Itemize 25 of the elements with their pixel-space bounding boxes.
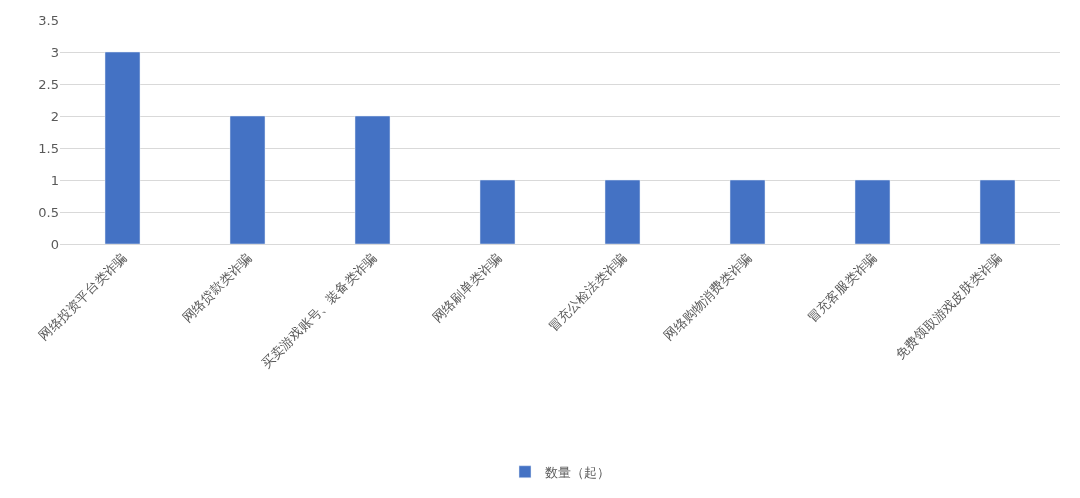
bar — [729, 179, 766, 244]
y-tick-label: 3.5 — [38, 12, 59, 28]
y-tick-label: 2 — [50, 108, 59, 124]
x-tick-label: 网络投资平台类诈骗 — [35, 250, 130, 344]
y-tick-label: 0 — [50, 236, 59, 252]
x-tick-label: 网络贷款类诈骗 — [179, 250, 255, 326]
bar — [604, 179, 641, 244]
x-tick-label: 冒充客服类诈骗 — [804, 250, 880, 326]
y-tick-label: 1.5 — [38, 140, 59, 156]
x-tick-label: 冒充公检法类诈骗 — [545, 250, 630, 335]
x-tick-label: 网络刷单类诈骗 — [429, 250, 505, 326]
x-tick-label: 买卖游戏账号、装备类诈骗 — [258, 250, 380, 372]
bar — [479, 179, 516, 244]
bar — [854, 179, 891, 244]
y-tick-label: 1 — [50, 172, 59, 188]
bar — [354, 115, 391, 244]
x-tick-label: 免费领取游戏皮肤类诈骗 — [892, 250, 1005, 362]
y-tick-label: 2.5 — [38, 76, 59, 92]
x-tick-label: 网络购物消费类诈骗 — [660, 250, 755, 344]
legend-label: 数量（起） — [545, 464, 610, 480]
bar — [104, 51, 141, 244]
y-tick-label: 0.5 — [38, 204, 59, 220]
y-tick-label: 3 — [50, 44, 59, 60]
bar — [979, 179, 1016, 244]
bar — [229, 115, 266, 244]
